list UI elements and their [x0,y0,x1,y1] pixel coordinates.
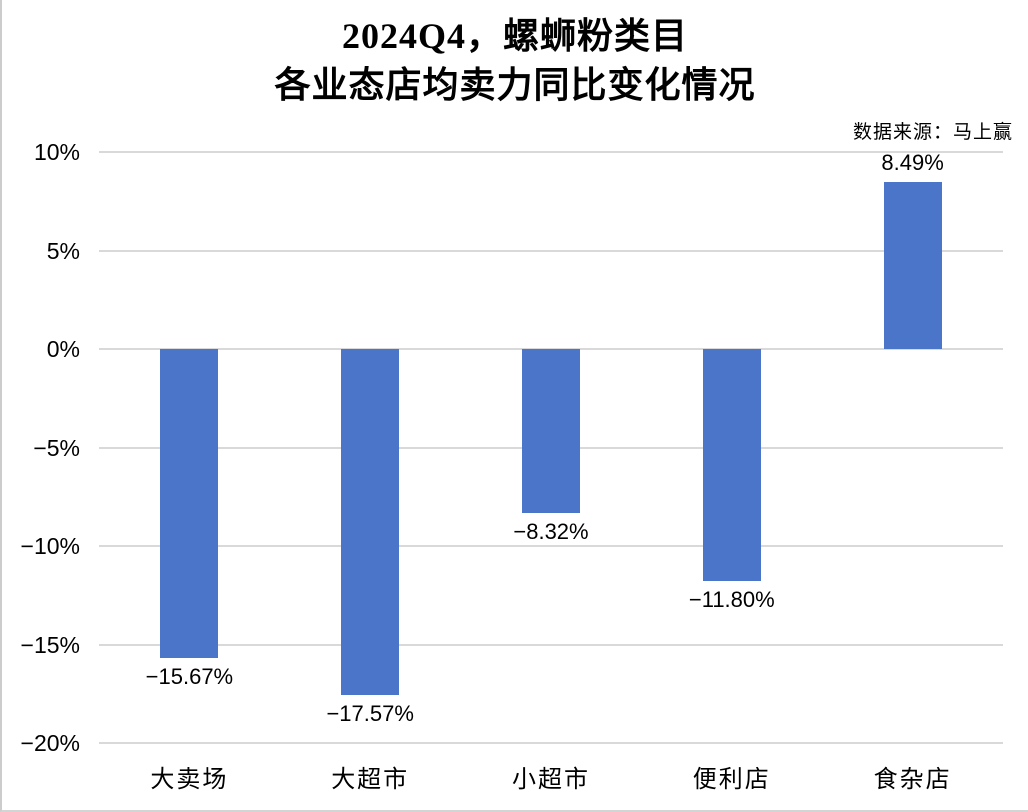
x-axis-category-label: 大卖场 [150,767,229,793]
x-axis-category-label: 小超市 [512,767,590,793]
bar [883,181,942,349]
gridline [99,643,1003,646]
x-axis-category-label: 便利店 [692,767,771,793]
x-axis-category-label: 大超市 [331,767,410,793]
bar [702,349,761,582]
bar-value-label: −17.57% [326,701,414,727]
chart-title-line1: 2024Q4，螺蛳粉类目 [341,16,688,56]
y-axis-tick-label: 10% [33,139,80,165]
bar-value-label: −15.67% [145,663,234,689]
bar-value-label: −8.32% [513,518,589,544]
bar [160,349,219,658]
gridline [99,151,1003,153]
y-axis-tick-label: −10% [20,533,80,559]
gridline [99,249,1003,252]
bar-value-label: −11.80% [688,587,775,613]
chart-title: 2024Q4，螺蛳粉类目 各业态店均卖力同比变化情况 [2,12,1028,110]
bar [522,349,580,513]
data-source-note: 数据来源：马上赢 [852,122,1013,143]
y-axis-tick-label: 0% [46,336,80,362]
gridline [99,742,1003,744]
y-axis-tick-label: −15% [20,631,80,658]
x-axis-category-label: 食杂店 [873,767,952,793]
bar-value-label: 8.49% [881,149,944,175]
y-axis-tick-label: −20% [20,730,80,756]
bar [341,349,400,696]
gridline [99,545,1003,547]
y-axis-tick-label: 5% [46,237,80,264]
y-axis-tick-label: −5% [33,434,80,461]
chart-title-line2: 各业态店均卖力同比变化情况 [274,65,756,105]
